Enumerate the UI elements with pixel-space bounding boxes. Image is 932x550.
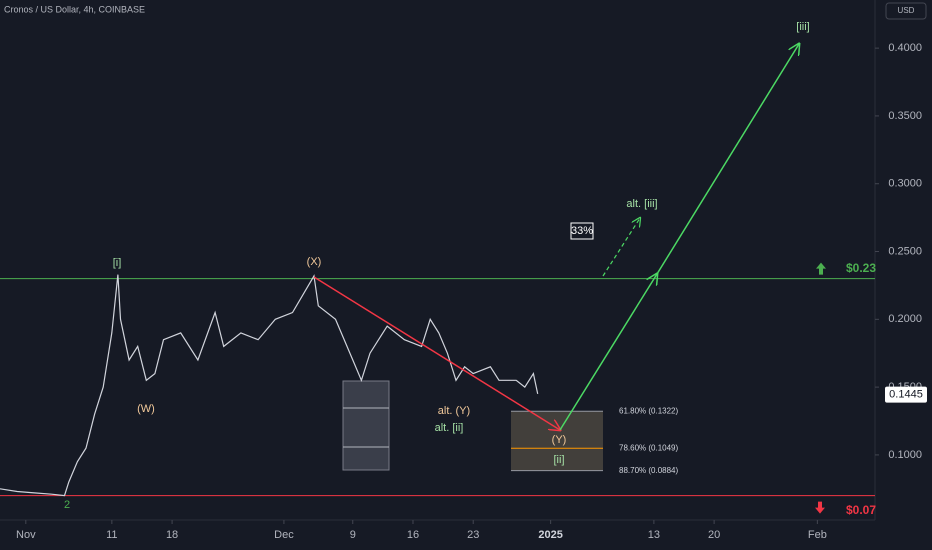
fib-label: 88.70% (0.0884) [619, 466, 678, 475]
wave-label: alt. [ii] [435, 422, 464, 434]
x-tick-label: 16 [407, 529, 419, 541]
x-tick-label: 9 [350, 529, 356, 541]
level-label: $0.07 [846, 503, 876, 517]
red-arrow [313, 276, 560, 430]
x-tick-label: 2025 [538, 529, 562, 541]
level-arrow [816, 262, 826, 275]
level-label: $0.23 [846, 261, 876, 275]
current-price-badge [885, 386, 927, 403]
x-tick-label: 20 [708, 529, 720, 541]
x-tick-label: 23 [467, 529, 479, 541]
wave-label: (Y) [552, 434, 567, 446]
range-box [342, 380, 390, 471]
y-tick-label: 0.2000 [888, 313, 922, 325]
x-tick-label: Feb [808, 529, 827, 541]
fib-label: 61.80% (0.1322) [619, 406, 678, 415]
current-price-label: 0.1445 [889, 388, 923, 400]
x-tick-label: 11 [106, 529, 117, 541]
wave-label: alt. (Y) [438, 405, 470, 417]
wave-label: 2 [64, 499, 70, 511]
y-tick-label: 0.3000 [888, 178, 922, 190]
green-arrow [559, 274, 657, 431]
y-tick-label: 0.2500 [888, 245, 922, 257]
wave-label: (W) [137, 403, 155, 415]
green-arrow [656, 44, 799, 275]
wave-label: [iii] [796, 21, 809, 33]
wave-label: (X) [307, 256, 322, 268]
currency-box[interactable] [885, 2, 927, 20]
wave-label: [ii] [554, 454, 565, 466]
fib-label: 78.60% (0.1049) [619, 443, 678, 452]
y-tick-label: 0.4000 [888, 42, 922, 54]
x-tick-label: Nov [16, 529, 36, 541]
wave-label: alt. [iii] [626, 198, 657, 210]
wave-label: [i] [113, 257, 122, 269]
currency[interactable]: USD [898, 6, 915, 15]
alt-arrow [602, 218, 640, 277]
y-tick-label: 0.1000 [888, 449, 922, 461]
chart-title: Cronos / US Dollar, 4h, COINBASE [4, 4, 145, 14]
level-arrow [815, 501, 825, 514]
wave-label: 33% [571, 225, 593, 237]
percent-box [570, 222, 594, 240]
x-tick-label: 18 [166, 529, 178, 541]
x-tick-label: 13 [648, 529, 660, 541]
x-tick-label: Dec [274, 529, 294, 541]
price-line [0, 274, 539, 497]
y-tick-label: 0.3500 [888, 110, 922, 122]
